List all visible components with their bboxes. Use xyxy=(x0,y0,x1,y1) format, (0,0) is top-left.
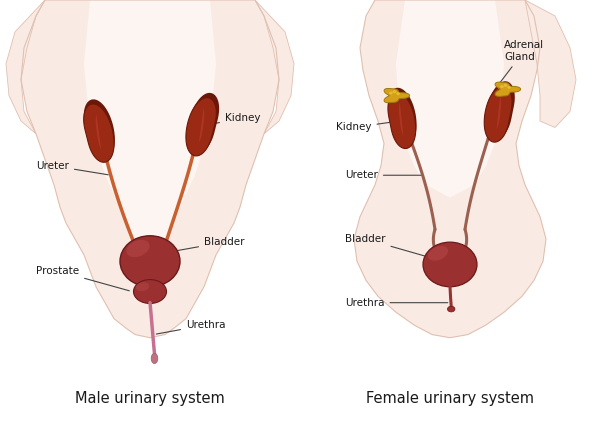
Polygon shape xyxy=(83,104,114,162)
Polygon shape xyxy=(84,99,115,159)
Polygon shape xyxy=(396,0,504,198)
Ellipse shape xyxy=(127,240,149,257)
Polygon shape xyxy=(84,0,216,255)
Text: Male urinary system: Male urinary system xyxy=(75,391,225,406)
Text: Ureter: Ureter xyxy=(345,170,423,180)
Text: Urethra: Urethra xyxy=(345,298,448,308)
Polygon shape xyxy=(354,0,546,338)
Polygon shape xyxy=(388,88,416,145)
Polygon shape xyxy=(255,0,294,134)
Ellipse shape xyxy=(151,353,158,364)
Ellipse shape xyxy=(500,85,504,88)
Polygon shape xyxy=(199,108,204,143)
Polygon shape xyxy=(399,102,403,135)
Ellipse shape xyxy=(397,92,400,95)
Text: Urethra: Urethra xyxy=(157,320,226,334)
Polygon shape xyxy=(388,92,416,149)
Polygon shape xyxy=(484,86,512,142)
Polygon shape xyxy=(96,114,101,149)
Polygon shape xyxy=(384,89,410,103)
Text: Kidney: Kidney xyxy=(336,122,396,133)
Ellipse shape xyxy=(392,90,397,93)
Polygon shape xyxy=(21,0,279,338)
Polygon shape xyxy=(188,93,219,152)
Ellipse shape xyxy=(423,242,477,287)
Polygon shape xyxy=(495,82,521,96)
Ellipse shape xyxy=(133,279,167,303)
Ellipse shape xyxy=(120,236,180,287)
Ellipse shape xyxy=(504,84,508,87)
Polygon shape xyxy=(525,0,576,127)
Ellipse shape xyxy=(136,282,149,291)
Text: Adrenal
Gland: Adrenal Gland xyxy=(497,40,544,87)
Text: Bladder: Bladder xyxy=(174,237,245,251)
Polygon shape xyxy=(487,81,515,138)
Ellipse shape xyxy=(428,246,448,261)
Text: Kidney: Kidney xyxy=(198,113,260,127)
Ellipse shape xyxy=(448,306,455,312)
Text: Bladder: Bladder xyxy=(345,234,430,257)
Text: Prostate: Prostate xyxy=(36,266,130,291)
Ellipse shape xyxy=(389,92,392,95)
Ellipse shape xyxy=(508,86,511,89)
Polygon shape xyxy=(6,0,45,134)
Polygon shape xyxy=(186,98,217,156)
Polygon shape xyxy=(497,96,501,129)
Text: Female urinary system: Female urinary system xyxy=(366,391,534,406)
Text: Ureter: Ureter xyxy=(36,161,108,175)
